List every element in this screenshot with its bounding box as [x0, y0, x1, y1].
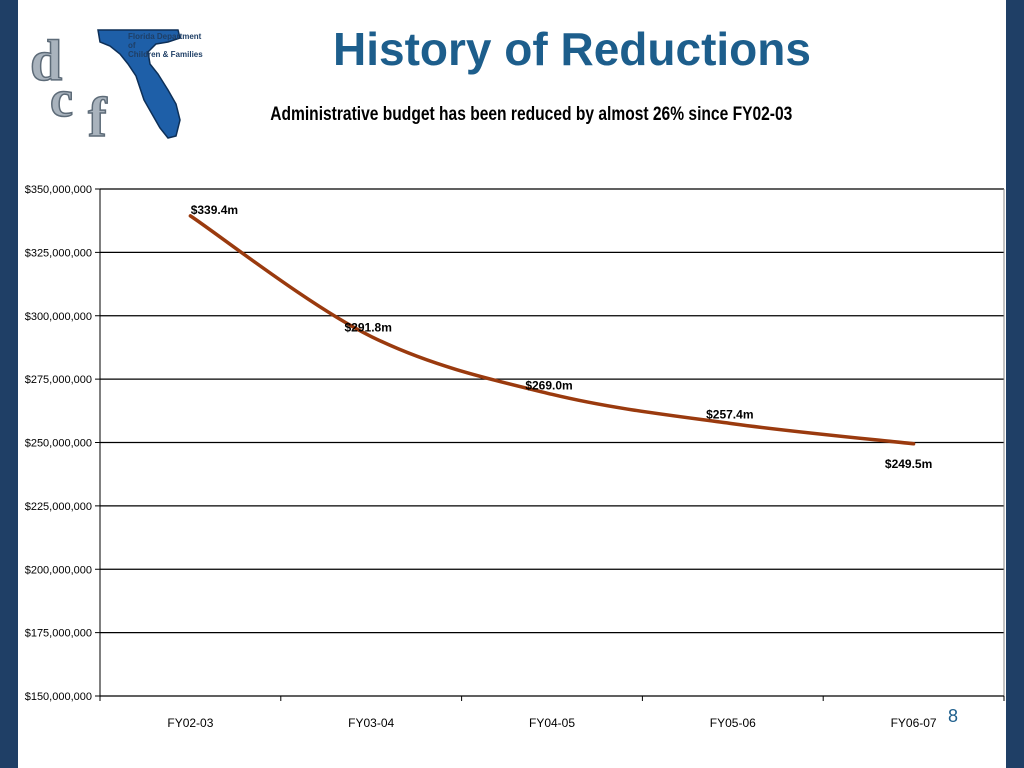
data-label: $291.8m	[345, 321, 392, 335]
x-tick-label: FY05-06	[710, 716, 756, 730]
data-label: $249.5m	[885, 457, 932, 471]
series	[188, 214, 916, 446]
slide-title: History of Reductions	[333, 23, 811, 75]
x-tick-label: FY02-03	[167, 716, 213, 730]
slide: d c f Florida Department of Children & F…	[18, 0, 1006, 768]
data-label: $269.0m	[525, 378, 572, 392]
svg-text:f: f	[88, 87, 108, 142]
svg-text:c: c	[50, 71, 73, 128]
svg-text:d: d	[30, 28, 62, 93]
org-name: Florida Department of Children & Familie…	[128, 32, 208, 59]
series-line	[188, 214, 916, 446]
y-tick-label: $275,000,000	[25, 374, 92, 386]
y-tick-label: $225,000,000	[25, 501, 92, 513]
x-tick-labels: FY02-03 FY03-04 FY04-05 FY05-06 FY06-07	[167, 716, 937, 730]
florida-map-logo-icon: d c f	[29, 27, 181, 150]
y-tick-label: $175,000,000	[25, 628, 92, 640]
dcf-logo: d c f Florida Department of Children & F…	[28, 12, 202, 150]
chart-subtitle: Administrative budget has been reduced b…	[270, 104, 793, 125]
y-tick-labels: $150,000,000 $175,000,000 $200,000,000 $225…	[25, 184, 92, 703]
page-number: 8	[948, 706, 959, 726]
x-tick-label: FY03-04	[348, 716, 394, 730]
y-tick-label: $300,000,000	[25, 311, 92, 323]
y-tick-label: $150,000,000	[25, 691, 92, 703]
x-tick-label: FY04-05	[529, 716, 575, 730]
y-tick-label: $325,000,000	[25, 247, 92, 259]
org-name-line1: Florida Department of	[128, 32, 202, 50]
data-label: $339.4m	[191, 203, 238, 217]
x-tick-label: FY06-07	[891, 716, 937, 730]
axes	[95, 188, 1005, 701]
y-tick-label: $250,000,000	[25, 438, 92, 450]
data-labels: $339.4m $291.8m $269.0m $257.4m $249.5m	[191, 203, 933, 471]
y-tick-label: $350,000,000	[25, 184, 92, 196]
data-label: $257.4m	[706, 408, 753, 422]
y-tick-label: $200,000,000	[25, 564, 92, 576]
org-name-line2: Children & Families	[128, 50, 203, 59]
line-chart: $150,000,000 $175,000,000 $200,000,000 $225…	[25, 184, 1005, 730]
gridlines	[100, 188, 1004, 697]
